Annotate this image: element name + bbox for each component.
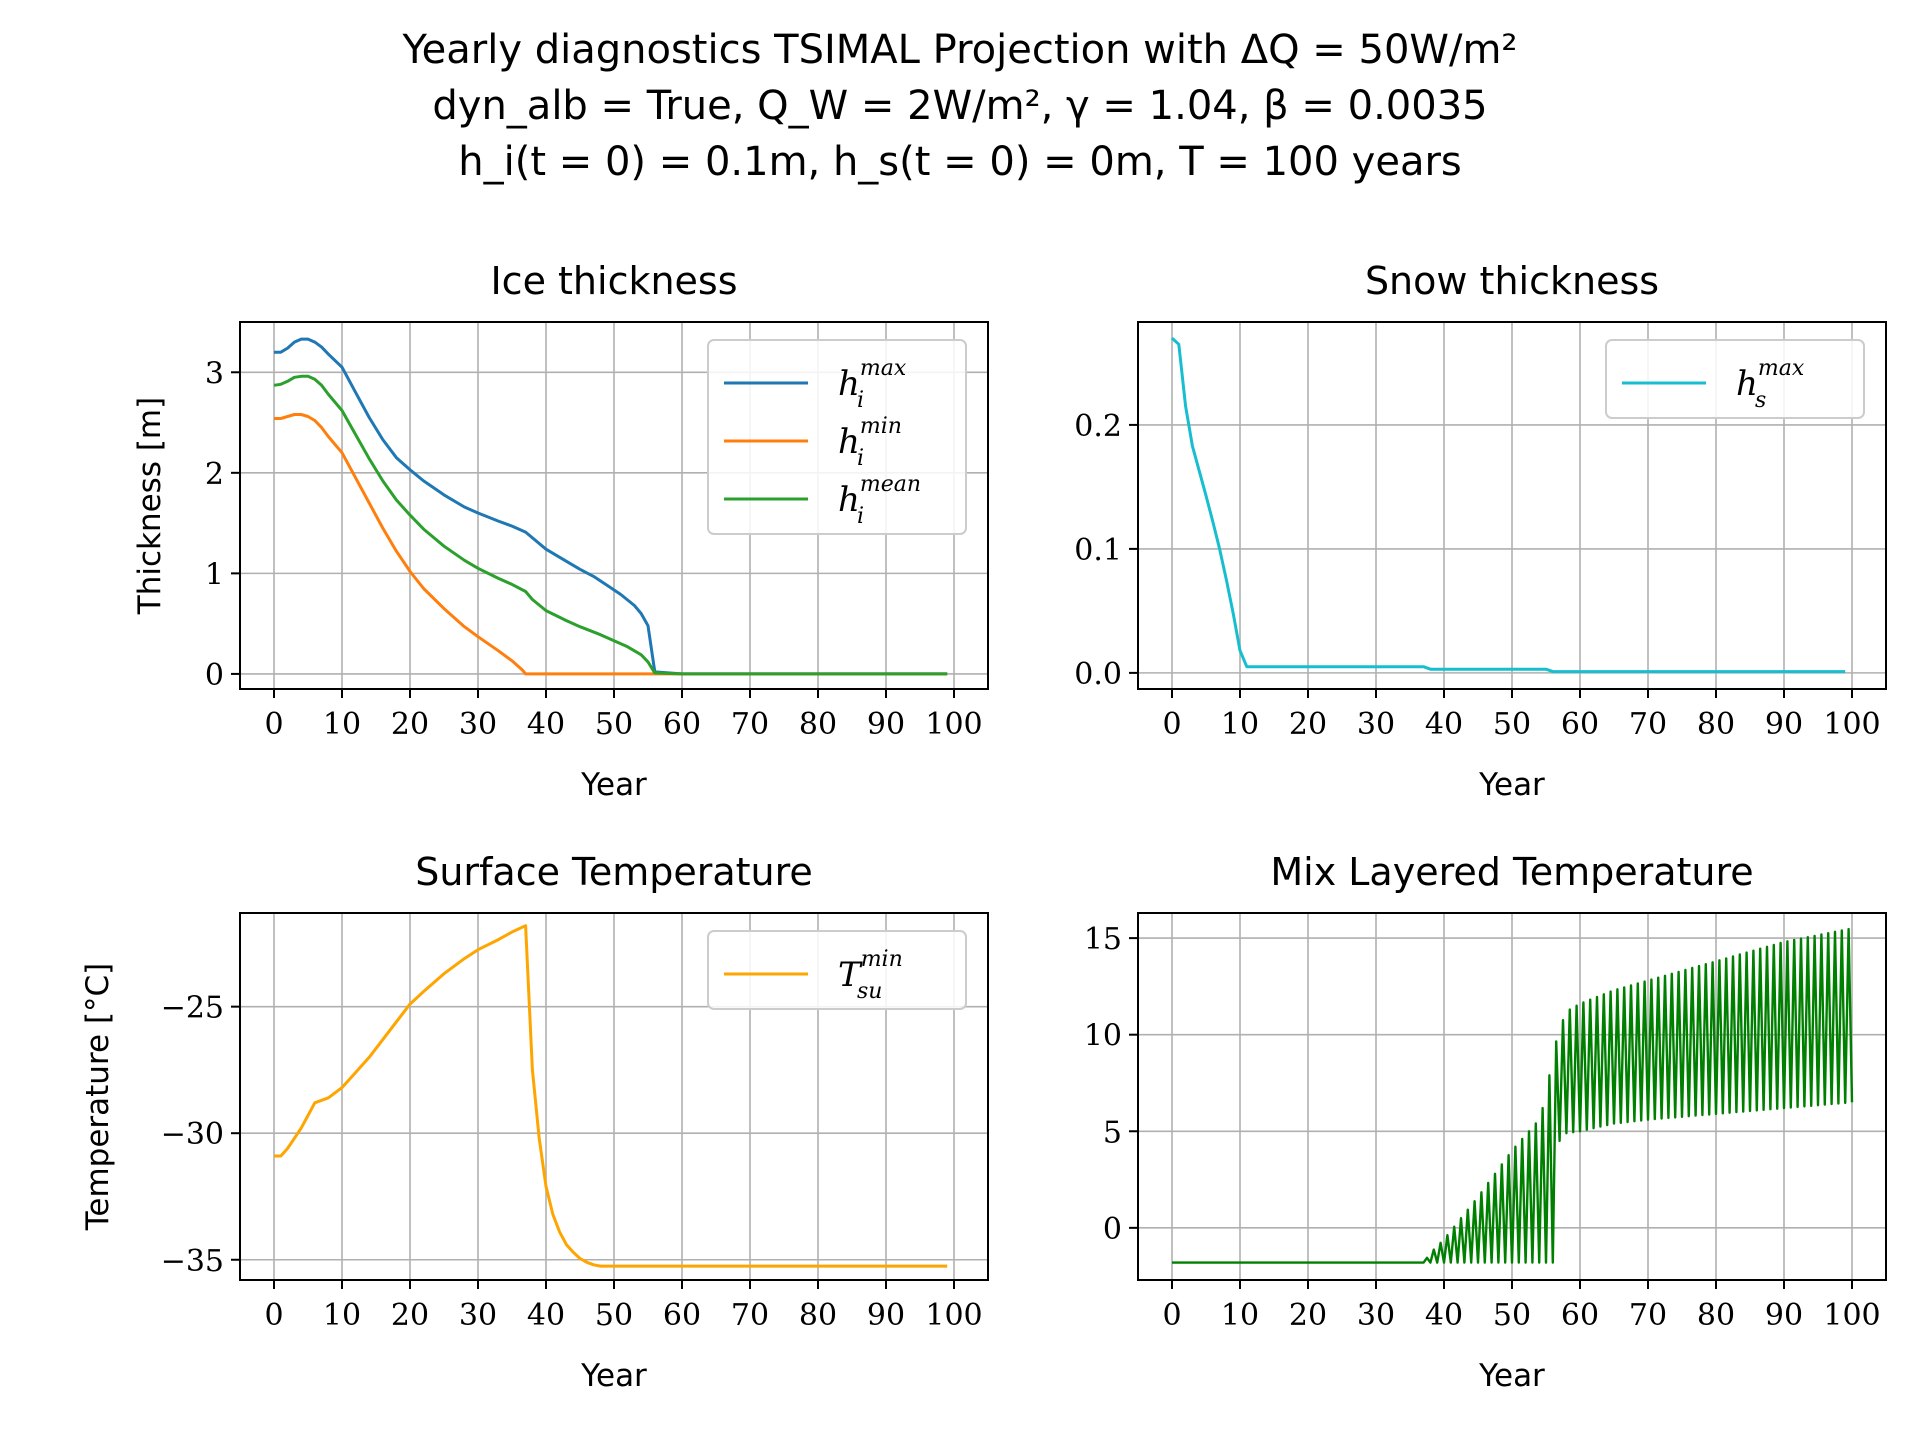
legend: hmax sh_s^max xyxy=(1605,339,1865,419)
x-tick-label: 70 xyxy=(731,1298,769,1333)
legend: Tmin suT_su^min xyxy=(707,930,967,1010)
x-tick-label: 20 xyxy=(1289,707,1327,742)
y-tick-label: 0.2 xyxy=(1074,409,1122,444)
legend-box xyxy=(707,930,967,1010)
x-axis-label: Year xyxy=(580,767,647,803)
x-tick-label: 10 xyxy=(323,707,361,742)
x-tick-label: 100 xyxy=(925,1298,982,1333)
x-tick-label: 70 xyxy=(1629,707,1667,742)
legend-box xyxy=(707,339,967,535)
x-tick-label: 100 xyxy=(925,707,982,742)
legend-box xyxy=(1605,339,1865,419)
series-line-ice-2 xyxy=(273,374,948,676)
x-tick-label: 20 xyxy=(391,1298,429,1333)
y-tick-label: 3 xyxy=(205,356,224,391)
chart-title: Surface Temperature xyxy=(415,850,813,894)
x-tick-label: 100 xyxy=(1823,1298,1880,1333)
x-tick-label: 0 xyxy=(1162,707,1181,742)
y-tick-label: −25 xyxy=(161,991,224,1026)
x-tick-label: 10 xyxy=(1221,707,1259,742)
chart-title: Ice thickness xyxy=(490,259,737,303)
suptitle-line-2: dyn_alb = True, Q_W = 2W/m², γ = 1.04, β… xyxy=(432,83,1488,129)
figure-suptitle: Yearly diagnostics TSIMAL Projection wit… xyxy=(0,22,1920,190)
x-tick-label: 70 xyxy=(1629,1298,1667,1333)
x-tick-label: 80 xyxy=(1697,1298,1735,1333)
y-tick-label: 0 xyxy=(1103,1212,1122,1247)
x-tick-label: 50 xyxy=(595,707,633,742)
x-tick-label: 50 xyxy=(595,1298,633,1333)
x-tick-label: 50 xyxy=(1493,707,1531,742)
legend-label: hmean ih_i^mean xyxy=(838,472,921,529)
y-axis-label: Thickness [m] xyxy=(132,397,168,615)
suptitle-line-1: Yearly diagnostics TSIMAL Projection wit… xyxy=(402,27,1518,73)
x-axis-label: Year xyxy=(1478,767,1545,803)
x-tick-label: 60 xyxy=(1561,1298,1599,1333)
x-axis-label: Year xyxy=(580,1358,647,1394)
x-tick-label: 60 xyxy=(1561,707,1599,742)
y-axis-label: Temperature [°C] xyxy=(80,963,116,1232)
y-tick-label: 10 xyxy=(1084,1019,1122,1054)
x-tick-label: 80 xyxy=(799,707,837,742)
y-tick-label: 0.0 xyxy=(1074,657,1122,692)
chart-snow: 0 10 20 30 40 50 60 70 80 90 100 0.0 0.1 0.2 Snow thic… xyxy=(1074,259,1887,803)
x-tick-label: 90 xyxy=(1765,707,1803,742)
x-tick-label: 20 xyxy=(391,707,429,742)
x-tick-label: 90 xyxy=(867,707,905,742)
legend-label: Tmin suT_su^min xyxy=(838,947,903,1004)
x-tick-label: 40 xyxy=(1425,1298,1463,1333)
x-tick-label: 10 xyxy=(1221,1298,1259,1333)
chart-title: Snow thickness xyxy=(1365,259,1659,303)
x-tick-label: 30 xyxy=(1357,1298,1395,1333)
x-tick-label: 90 xyxy=(1765,1298,1803,1333)
x-tick-label: 80 xyxy=(799,1298,837,1333)
x-tick-label: 0 xyxy=(1162,1298,1181,1333)
x-tick-label: 40 xyxy=(527,707,565,742)
x-tick-label: 100 xyxy=(1823,707,1880,742)
y-tick-label: 5 xyxy=(1103,1115,1122,1150)
y-tick-label: 15 xyxy=(1084,922,1122,957)
x-axis-label: Year xyxy=(1478,1358,1545,1394)
y-tick-label: −30 xyxy=(161,1117,224,1152)
y-tick-label: 2 xyxy=(205,457,224,492)
legend-label: hmin ih_i^min xyxy=(838,414,902,471)
x-tick-label: 80 xyxy=(1697,707,1735,742)
chart-ice: 0 10 20 30 40 50 60 70 80 90 100 0 1 2 3 Ice thickness Y… xyxy=(132,259,989,803)
series-line-snow-0 xyxy=(1170,336,1846,674)
x-tick-label: 40 xyxy=(1425,707,1463,742)
y-tick-label: 0.1 xyxy=(1074,533,1122,568)
y-tick-label: 1 xyxy=(205,557,224,592)
series-line-ice-0 xyxy=(274,337,948,676)
x-tick-label: 60 xyxy=(663,707,701,742)
x-tick-label: 50 xyxy=(1493,1298,1531,1333)
x-tick-label: 20 xyxy=(1289,1298,1327,1333)
x-tick-label: 30 xyxy=(1357,707,1395,742)
y-tick-label: −35 xyxy=(161,1244,224,1279)
series-line-ice-1 xyxy=(274,413,948,676)
suptitle-line-3: h_i(t = 0) = 0.1m, h_s(t = 0) = 0m, T = … xyxy=(458,139,1462,185)
x-tick-label: 70 xyxy=(731,707,769,742)
x-tick-label: 40 xyxy=(527,1298,565,1333)
y-tick-label: 0 xyxy=(205,658,224,693)
x-tick-label: 30 xyxy=(459,707,497,742)
series-line-mix-0 xyxy=(1172,927,1854,1264)
x-tick-label: 10 xyxy=(323,1298,361,1333)
legend-label: hmax ih_i^max xyxy=(838,356,907,413)
legend: hmax ih_i^maxhmin ih_i^minhmean ih_i^mean xyxy=(707,339,967,535)
legend-label: hmax sh_s^max xyxy=(1736,356,1805,413)
chart-mix: 0 10 20 30 40 50 60 70 80 90 100 0 5 10 15 Mix Layered … xyxy=(1084,850,1887,1394)
chart-tsu: 0 10 20 30 40 50 60 70 80 90 100 −35 −30 −25 Surface T… xyxy=(80,850,989,1394)
chart-title: Mix Layered Temperature xyxy=(1270,850,1753,894)
series-line-tsu-0 xyxy=(274,924,948,1268)
x-tick-label: 60 xyxy=(663,1298,701,1333)
x-tick-label: 90 xyxy=(867,1298,905,1333)
x-tick-label: 30 xyxy=(459,1298,497,1333)
x-tick-label: 0 xyxy=(264,707,283,742)
x-tick-label: 0 xyxy=(264,1298,283,1333)
